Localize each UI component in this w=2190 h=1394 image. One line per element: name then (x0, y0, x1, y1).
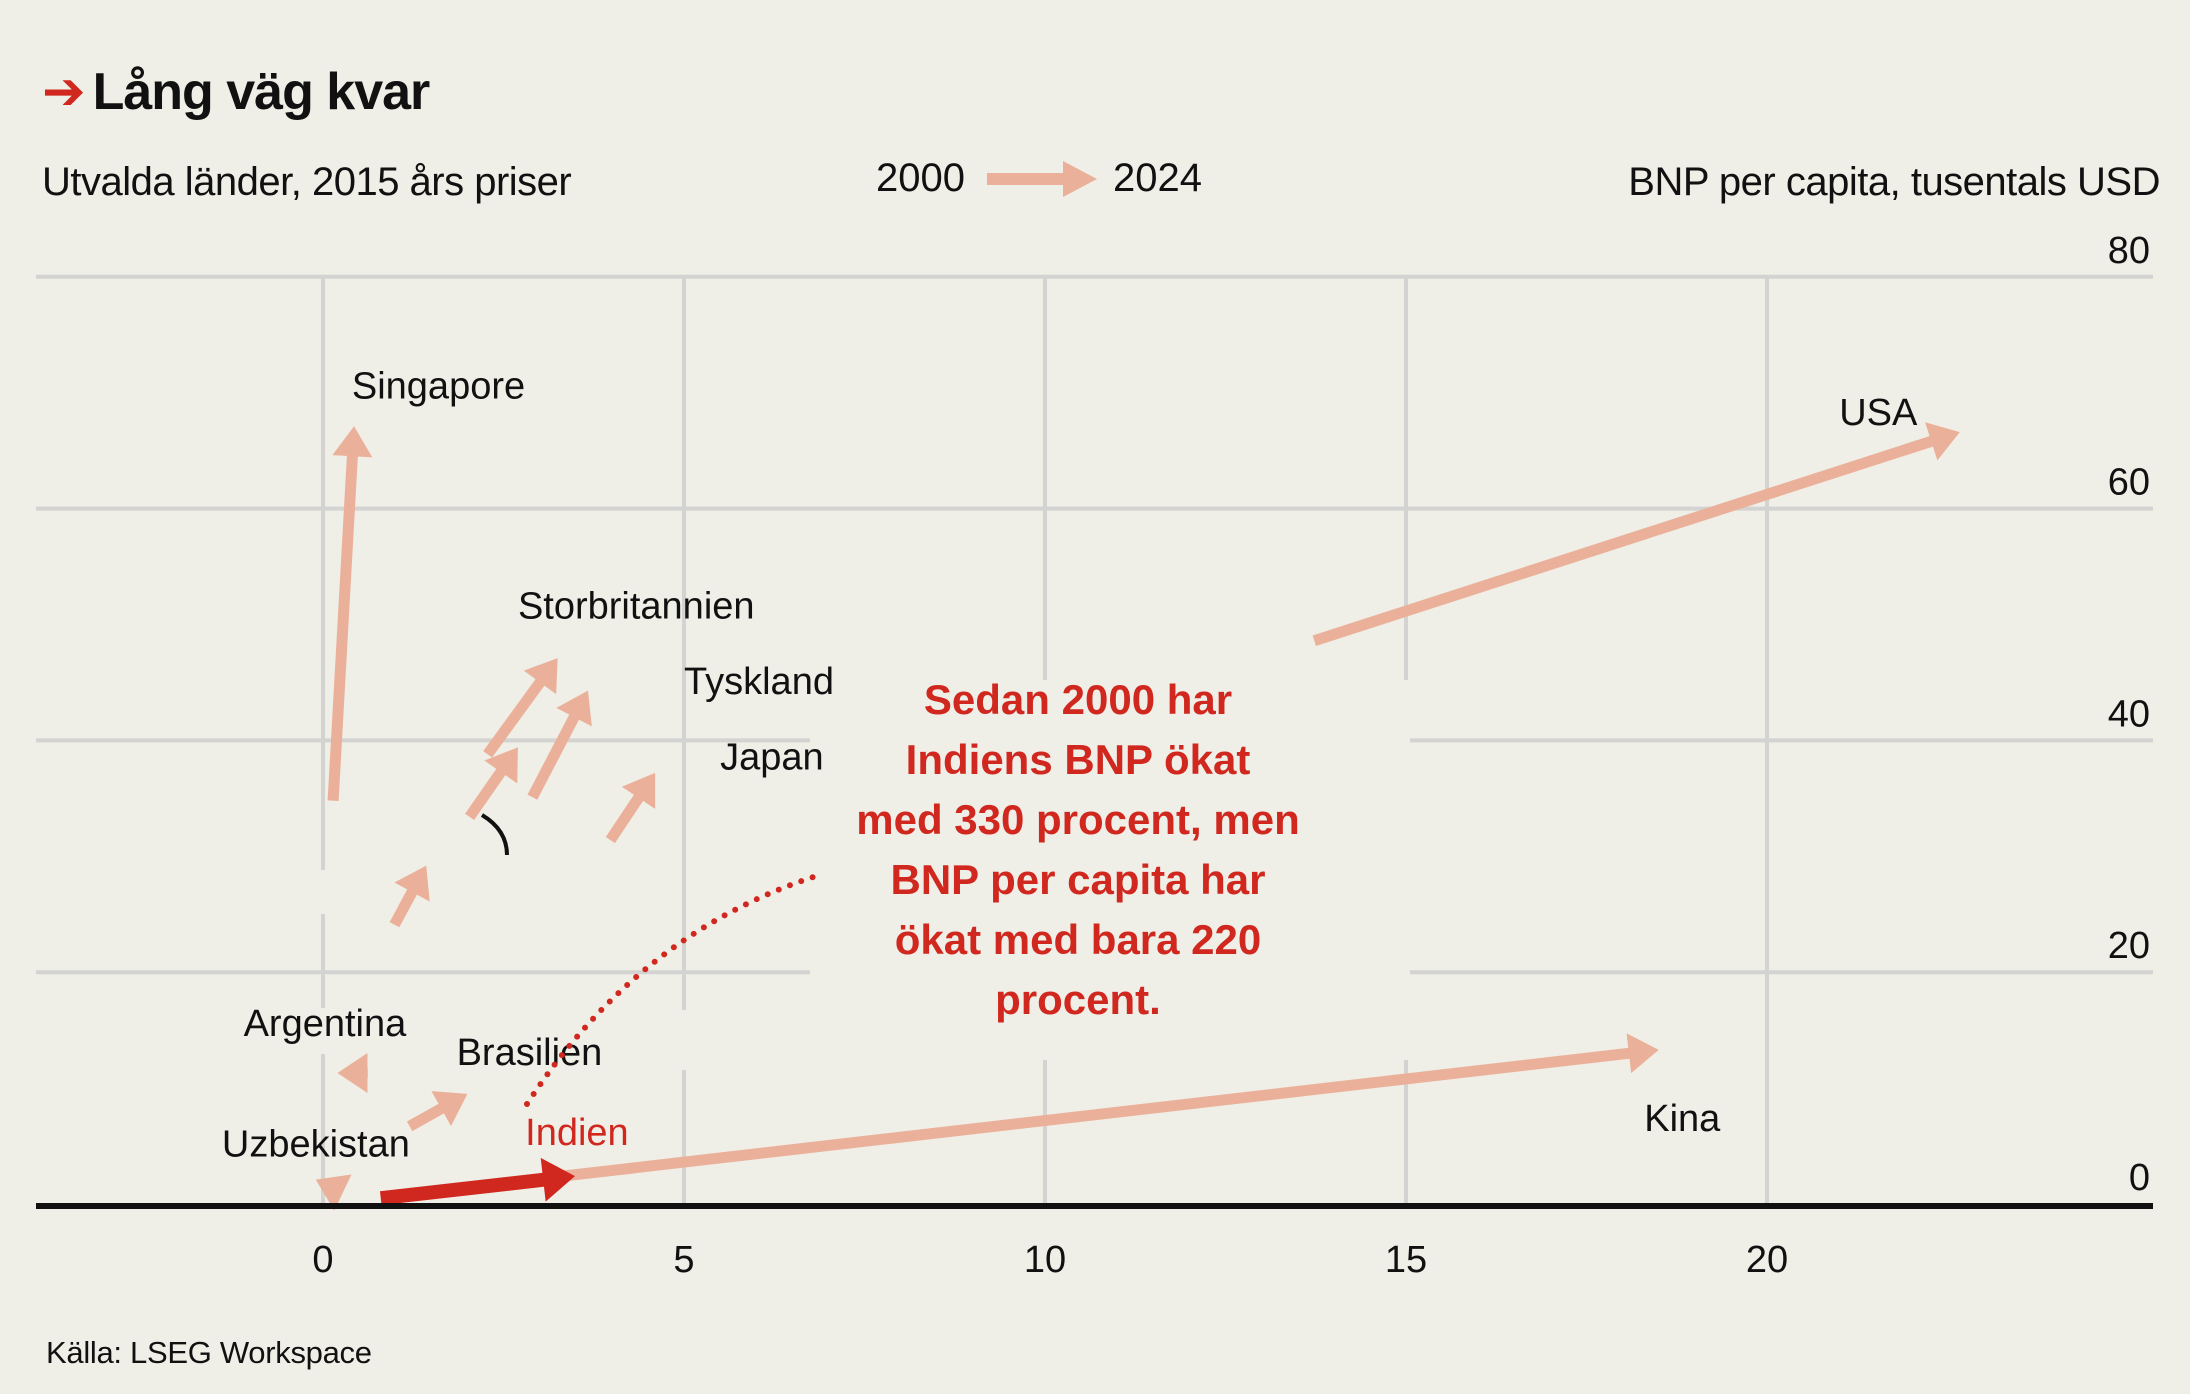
annotation-line: Indiens BNP ökat (906, 736, 1251, 783)
annotation-line: procent. (995, 976, 1161, 1023)
arrow-argentina (337, 1053, 368, 1094)
legend-to-label: 2024 (1112, 156, 1202, 200)
arrow-shaft (379, 1172, 546, 1206)
chart-subtitle: Utvalda länder, 2015 års priser (42, 160, 572, 204)
y-tick-label: 40 (2108, 693, 2150, 735)
arrow-head (315, 1174, 352, 1211)
country-label: Kina (1644, 1098, 1721, 1140)
annotation: Sedan 2000 har Indiens BNP ökat med 330 pr… (524, 676, 1300, 1107)
arrow-head (621, 772, 656, 809)
x-tick-label: 5 (673, 1239, 694, 1281)
x-tick-label: 20 (1746, 1239, 1788, 1281)
x-tick-label: 0 (312, 1239, 333, 1281)
arrow-singapore (327, 426, 373, 801)
legend-arrow-icon (986, 160, 1097, 197)
label-halo (650, 1010, 730, 1070)
label-halo (810, 680, 1410, 1060)
arrow-shaft (527, 712, 580, 800)
arrow-head (556, 690, 592, 727)
arrow-head (540, 1157, 575, 1202)
country-label: Japan (720, 736, 824, 778)
title-arrow-icon: ➔ (42, 63, 86, 121)
arrow-head (484, 747, 518, 784)
title-text: Lång väg kvar (92, 63, 431, 121)
arrow-head (332, 426, 373, 458)
arrow-shaft (605, 793, 645, 844)
arrow-head (1626, 1033, 1659, 1074)
annotation-line: ökat med bara 220 (895, 916, 1262, 963)
country-label: Storbritannien (518, 586, 755, 628)
arrow-shaft (483, 677, 546, 758)
arrow-tyskland (527, 690, 592, 800)
country-label: Brasilien (457, 1032, 603, 1074)
arrow-usa (1312, 422, 1960, 646)
arrow-brasilien (406, 1091, 468, 1132)
arrow-uzbekistan (315, 1174, 352, 1211)
x-tick-label: 15 (1385, 1239, 1427, 1281)
country-label: USA (1839, 392, 1918, 434)
y-tick-label: 60 (2108, 462, 2150, 504)
country-label: Indien (525, 1112, 629, 1154)
chart-title: ➔ Lång väg kvar (42, 62, 431, 122)
country-label: Tyskland (684, 661, 834, 703)
leader-arc (480, 813, 509, 856)
arrow-japan (605, 772, 656, 844)
y-tick-label: 80 (2108, 230, 2150, 272)
country-label: Argentina (244, 1003, 408, 1045)
legend-from-label: 2000 (876, 156, 965, 200)
arrow-unlabeled (465, 747, 518, 821)
label-halo (300, 870, 360, 914)
arrow-kina (551, 1033, 1659, 1183)
arrow-shaft (327, 453, 358, 801)
source-note: Källa: LSEG Workspace (46, 1335, 372, 1370)
arrow-head (523, 658, 558, 695)
arrows (315, 422, 1960, 1211)
annotation-line: BNP per capita har (890, 856, 1265, 903)
annotation-line: med 330 procent, men (856, 796, 1299, 843)
y-tick-label: 20 (2108, 925, 2150, 967)
x-tick-label: 10 (1024, 1239, 1066, 1281)
arrow-shaft (406, 1102, 446, 1132)
y-axis-unit-label: BNP per capita, tusentals USD (1628, 160, 2160, 204)
axis-ticks: 0 20 40 60 80 0 5 10 15 20 (312, 230, 2150, 1281)
arrow-head (337, 1053, 368, 1094)
arrow-storbritannien (483, 658, 558, 758)
arrow-head (394, 865, 430, 902)
country-label: Uzbekistan (222, 1123, 410, 1165)
arrow-head (1925, 422, 1960, 461)
legend: 2000 2024 (876, 156, 1202, 201)
arrow-shaft (551, 1047, 1632, 1183)
label-halos (300, 680, 1410, 1070)
arrow-indien (379, 1157, 575, 1206)
y-tick-label: 0 (2129, 1157, 2150, 1199)
arrow-unlabeled (389, 865, 430, 928)
label-halo (300, 1008, 360, 1054)
arrow-shaft (465, 767, 507, 821)
arrow-shaft (1312, 435, 1935, 646)
arrow-shaft (389, 887, 418, 928)
country-label: Singapore (352, 365, 525, 407)
annotation-line: Sedan 2000 har (924, 676, 1232, 723)
country-labels: Singapore Storbritannien Tyskland Japan Arge… (222, 365, 1918, 1165)
arrow-head (431, 1091, 468, 1127)
